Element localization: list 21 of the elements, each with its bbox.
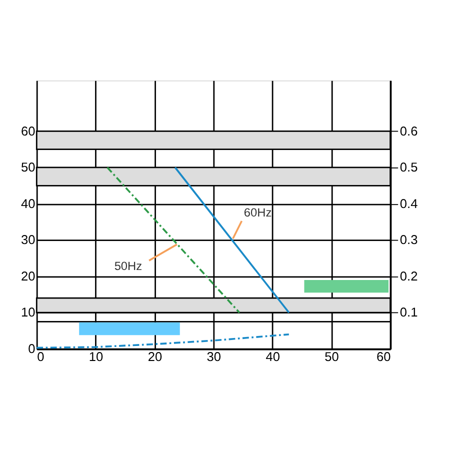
- y2-tick-label: 0.6: [400, 123, 418, 138]
- x-tick-label: 10: [88, 349, 104, 364]
- x-tick-label: 60: [376, 349, 391, 364]
- y-tick-label: 40: [21, 196, 36, 211]
- x-tick-label: 50: [324, 349, 339, 364]
- line-series: [36, 333, 290, 349]
- y2-tick-label: 0.1: [400, 304, 418, 320]
- x-tick-label: 20: [148, 349, 162, 364]
- annotation: 50Hz: [114, 259, 142, 274]
- y2-tick-label: 0.5: [400, 160, 418, 175]
- y-tick-label: 60: [21, 123, 36, 138]
- y-tick-label: 30: [21, 232, 36, 248]
- annotation: 60Hz: [244, 206, 272, 220]
- y-tick-label: 10: [21, 304, 36, 320]
- y2-tick-label: 0.3: [400, 232, 418, 248]
- x-tick-label: 40: [266, 349, 280, 364]
- x-tick-label: 30: [206, 349, 222, 364]
- y2-tick-label: 0.2: [400, 268, 418, 284]
- y-tick-label: 20: [21, 268, 36, 284]
- y2-tick-label: 0.4: [400, 196, 418, 211]
- y-tick-label: 50: [21, 160, 36, 175]
